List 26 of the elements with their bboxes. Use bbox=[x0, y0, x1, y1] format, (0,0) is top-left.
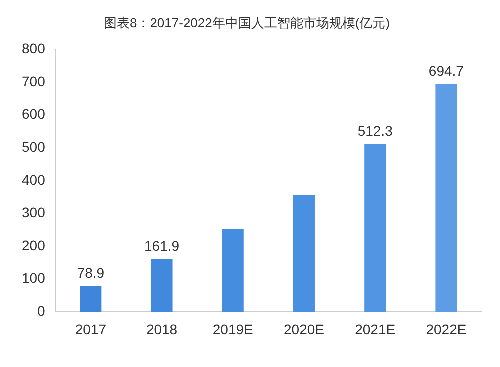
y-tick-label: 600 bbox=[22, 106, 46, 122]
chart-title: 图表8：2017-2022年中国人工智能市场规模(亿元) bbox=[104, 15, 390, 30]
x-tick-label: 2020E bbox=[284, 321, 324, 338]
data-label: 512.3 bbox=[358, 122, 394, 139]
y-tick-label: 700 bbox=[22, 73, 46, 90]
x-tick-label: 2017 bbox=[75, 321, 107, 338]
data-label: 78.9 bbox=[77, 265, 105, 282]
y-tick-label: 100 bbox=[22, 270, 46, 286]
data-label: 694.7 bbox=[428, 63, 464, 80]
bar bbox=[80, 286, 102, 312]
y-tick-label: 500 bbox=[22, 138, 46, 155]
bar bbox=[364, 144, 386, 312]
bar bbox=[151, 259, 173, 312]
y-tick-label: 0 bbox=[38, 303, 46, 320]
x-tick-label: 2018 bbox=[146, 321, 178, 338]
x-tick-label: 2019E bbox=[212, 321, 254, 338]
y-tick-label: 200 bbox=[22, 237, 46, 254]
y-tick-label: 400 bbox=[22, 172, 46, 188]
bar bbox=[293, 195, 315, 312]
x-tick-label: 2021E bbox=[355, 321, 396, 338]
bar bbox=[222, 229, 244, 312]
y-tick-label: 800 bbox=[22, 40, 46, 56]
data-label: 161.9 bbox=[144, 238, 180, 254]
bar bbox=[436, 84, 458, 312]
y-tick-label: 300 bbox=[22, 204, 46, 221]
x-tick-label: 2022E bbox=[426, 321, 467, 338]
